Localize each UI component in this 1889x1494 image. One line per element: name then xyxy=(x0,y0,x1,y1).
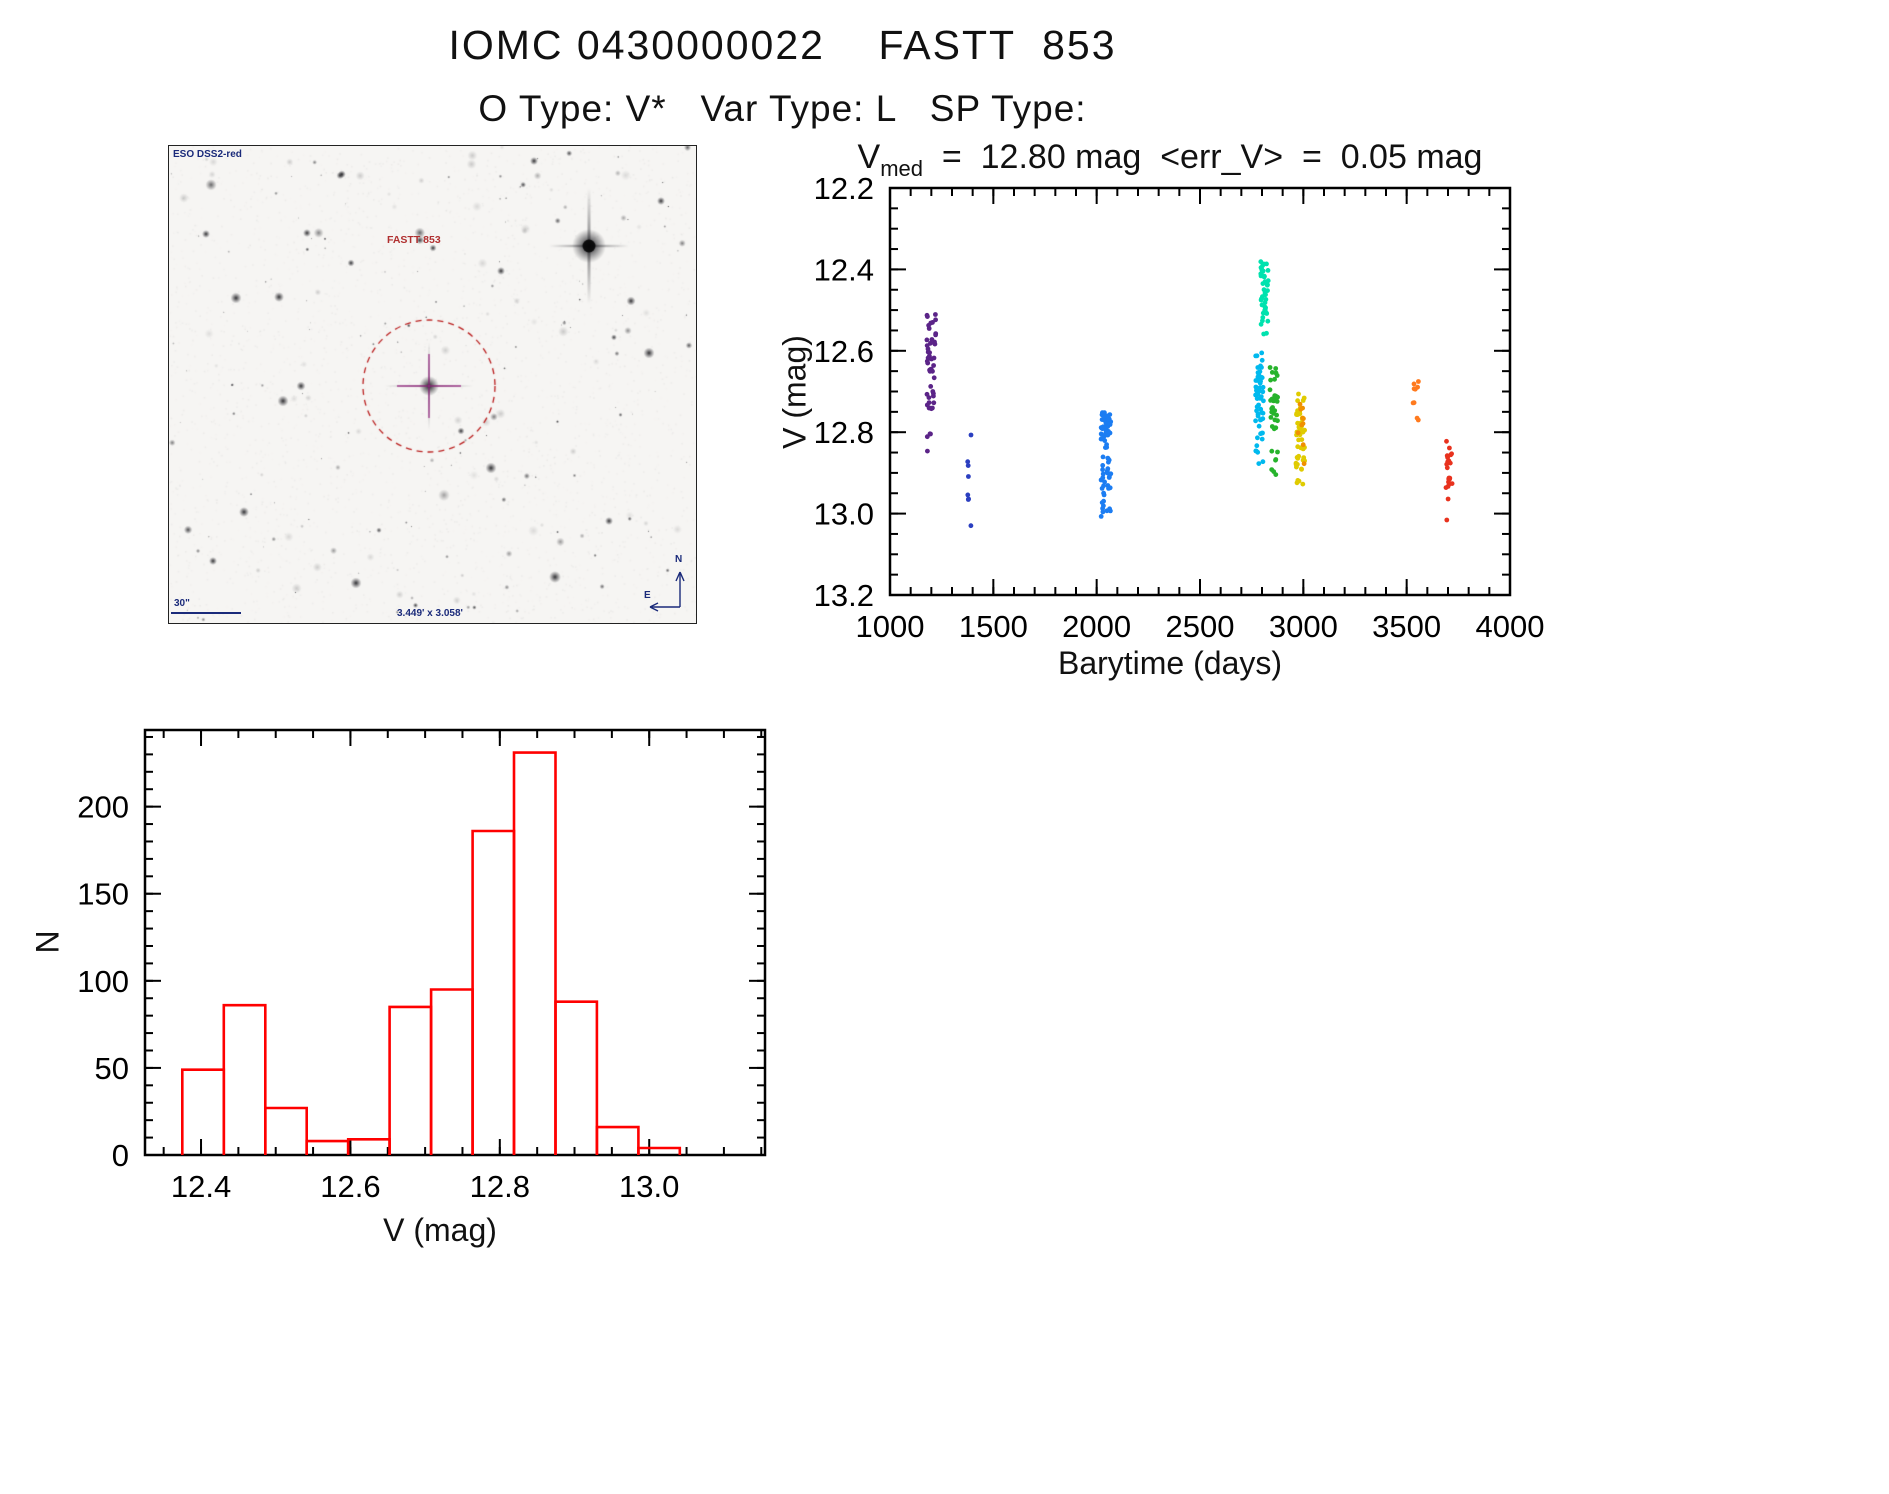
compass-east-label: E xyxy=(644,590,651,601)
lightcurve-title: Vmed = 12.80 mag <err_V> = 0.05 mag xyxy=(770,138,1570,182)
svg-text:12.4: 12.4 xyxy=(171,1169,231,1204)
histogram-bars xyxy=(181,751,682,1155)
svg-text:150: 150 xyxy=(77,877,129,912)
svg-text:12.4: 12.4 xyxy=(814,252,874,287)
svg-text:12.8: 12.8 xyxy=(470,1169,530,1204)
compass-arrows-icon xyxy=(649,571,685,612)
page-subtitle: O Type: V* Var Type: L SP Type: xyxy=(478,88,1087,129)
histogram-xaxis-label: V (mag) xyxy=(383,1212,497,1248)
vmed-subscript: med xyxy=(880,155,923,181)
svg-text:12.6: 12.6 xyxy=(814,334,874,369)
field-of-view-label: 3.449' x 3.058' xyxy=(397,608,463,619)
scale-label: 30" xyxy=(174,598,190,609)
svg-text:12.2: 12.2 xyxy=(814,171,874,206)
svg-text:4000: 4000 xyxy=(1476,609,1545,644)
svg-text:50: 50 xyxy=(95,1051,129,1086)
svg-text:12.6: 12.6 xyxy=(320,1169,380,1204)
target-star-label: FASTT 853 xyxy=(387,234,441,246)
svg-text:2500: 2500 xyxy=(1166,609,1235,644)
finder-chart-panel: ESO DSS2-red FASTT 853 30" 3.449' x 3.05… xyxy=(168,145,697,624)
lightcurve-yaxis-label: V (mag) xyxy=(776,335,813,449)
svg-text:12.8: 12.8 xyxy=(814,415,874,450)
svg-text:100: 100 xyxy=(77,964,129,999)
scale-bar xyxy=(171,612,241,614)
svg-text:1000: 1000 xyxy=(856,609,925,644)
starfield-image xyxy=(169,146,696,623)
vmed-symbol: V xyxy=(857,138,881,176)
histogram-yaxis-label: N xyxy=(29,930,66,954)
svg-text:13.0: 13.0 xyxy=(814,497,874,532)
vmed-value-text: = 12.80 mag <err_V> = 0.05 mag xyxy=(923,138,1483,176)
svg-text:3000: 3000 xyxy=(1269,609,1338,644)
survey-label: ESO DSS2-red xyxy=(173,149,242,160)
svg-text:0: 0 xyxy=(112,1138,129,1173)
scatter-points xyxy=(924,259,1455,529)
svg-text:3500: 3500 xyxy=(1372,609,1441,644)
page-title: IOMC 0430000022 FASTT 853 xyxy=(448,22,1117,68)
compass-north-label: N xyxy=(675,554,683,565)
compass: N E xyxy=(644,554,690,615)
lightcurve-xaxis-label: Barytime (days) xyxy=(1057,645,1283,681)
svg-text:13.0: 13.0 xyxy=(619,1169,679,1204)
svg-text:2000: 2000 xyxy=(1062,609,1131,644)
svg-text:1500: 1500 xyxy=(959,609,1028,644)
lightcurve-plot: 1000 1500 2000 2500 3000 3500 4000 12.2 12.4 12.6… xyxy=(814,171,1545,644)
magnitude-histogram: 12.4 12.6 12.8 13.0 0 50 100 150 200 xyxy=(77,728,767,1204)
svg-text:13.2: 13.2 xyxy=(814,578,874,613)
svg-text:200: 200 xyxy=(77,790,129,825)
